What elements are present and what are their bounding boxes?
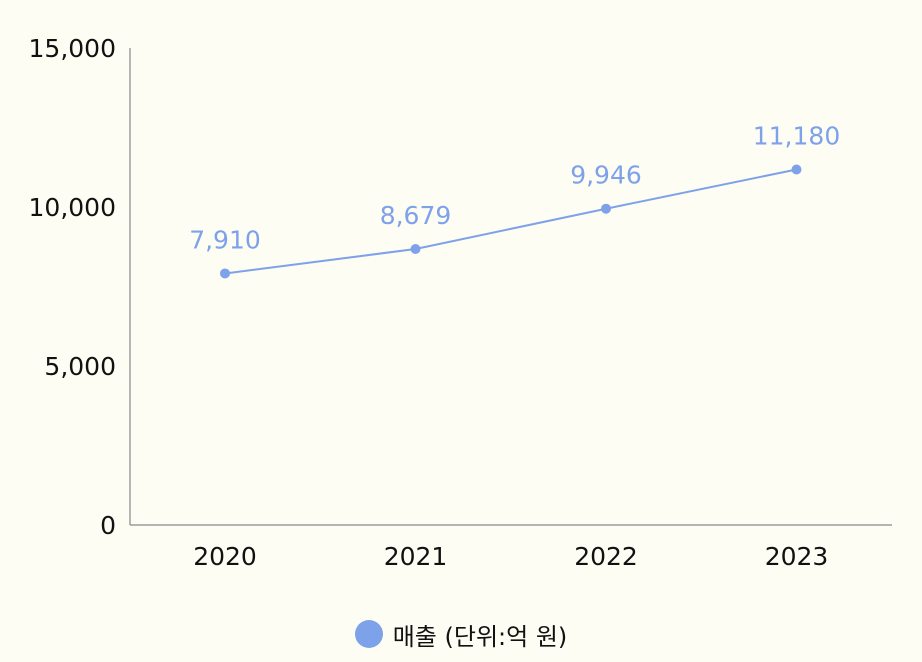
data-point — [410, 244, 421, 255]
data-point — [601, 203, 611, 214]
y-tick-label: 0 — [100, 511, 116, 540]
data-point — [220, 268, 230, 279]
y-tick-label: 15,000 — [29, 34, 116, 63]
data-label: 7,910 — [189, 225, 261, 254]
legend-label: 매출 (단위:억 원) — [392, 622, 568, 651]
series-line — [224, 168, 797, 275]
legend-marker — [354, 620, 383, 648]
x-tick-label: 2020 — [193, 542, 257, 571]
y-tick-label: 10,000 — [29, 193, 116, 222]
x-tick-label: 2021 — [384, 542, 448, 571]
axes — [129, 48, 892, 526]
x-tick-label: 2023 — [765, 542, 829, 571]
y-tick-label: 5,000 — [44, 352, 116, 381]
y-axis-ticks: 0 5,000 10,000 15,000 — [29, 34, 116, 540]
chart-canvas: 0 5,000 10,000 15,000 2020 2021 2022 2023 7,91… — [29, 34, 892, 571]
legend: 매출 (단위:억 원) — [0, 612, 922, 656]
series-layer: 7,910 8,679 9,946 11,180 — [189, 121, 840, 279]
data-point — [791, 164, 802, 175]
x-tick-label: 2022 — [574, 542, 638, 571]
data-label: 11,180 — [753, 121, 840, 150]
x-axis-ticks: 2020 2021 2022 2023 — [193, 542, 828, 571]
data-label: 8,679 — [380, 201, 452, 230]
data-label: 9,946 — [570, 161, 642, 190]
